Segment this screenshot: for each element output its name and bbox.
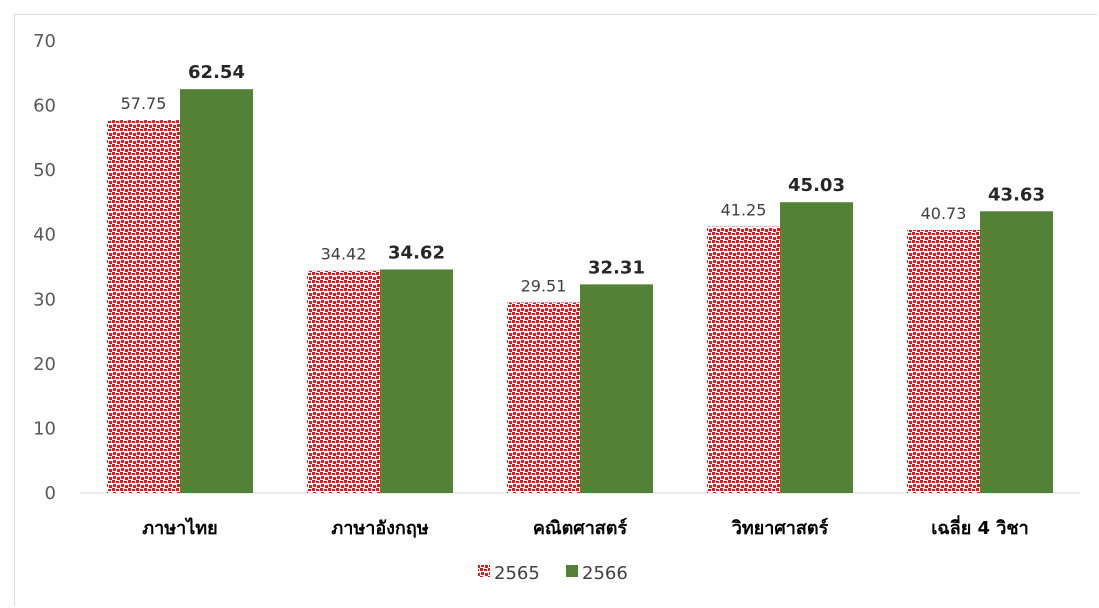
data-label-2565: 34.42 (321, 245, 367, 264)
bar-2565 (707, 226, 780, 493)
data-label-2565: 57.75 (121, 94, 167, 113)
y-tick-label: 30 (33, 289, 56, 310)
data-labels: 57.75 62.54 34.42 34.62 29.51 32.31 41.25 45.03… (121, 62, 1045, 295)
bar-2566 (380, 269, 453, 493)
bars (107, 89, 1053, 494)
data-label-2565: 40.73 (921, 204, 967, 223)
category-label: เฉลี่ย 4 วิชา (931, 515, 1028, 539)
y-tick-label: 10 (33, 418, 56, 439)
bar-2566 (980, 211, 1053, 494)
y-tick-label: 70 (33, 31, 56, 52)
y-tick-label: 40 (33, 225, 56, 246)
data-label-2566: 34.62 (388, 242, 445, 263)
data-label-2566: 62.54 (188, 62, 245, 83)
y-tick-label: 60 (33, 96, 56, 117)
bar-2566 (180, 89, 253, 493)
y-tick-label: 20 (33, 354, 56, 375)
bar-2566 (780, 202, 853, 493)
chart-frame (14, 14, 1097, 606)
y-tick-label: 0 (45, 483, 56, 504)
category-label: ภาษาอังกฤษ (331, 518, 428, 539)
category-label: ภาษาไทย (142, 517, 217, 539)
legend-label-2566: 2566 (582, 563, 628, 584)
legend-label-2565: 2565 (494, 563, 540, 584)
bar-2565 (507, 302, 580, 493)
x-axis: ภาษาไทย ภาษาอังกฤษ คณิตศาสตร์ วิทยาศาสตร์ เฉ… (142, 515, 1028, 539)
bar-2566 (580, 284, 653, 493)
data-label-2566: 45.03 (788, 175, 845, 196)
data-label-2565: 41.25 (721, 201, 767, 220)
legend-swatch-2565 (478, 565, 490, 577)
bar-2565 (307, 270, 380, 493)
y-tick-label: 50 (33, 160, 56, 181)
data-label-2565: 29.51 (521, 276, 567, 295)
category-label: คณิตศาสตร์ (533, 517, 628, 539)
data-label-2566: 43.63 (988, 184, 1045, 205)
bar-2565 (907, 230, 980, 494)
category-label: วิทยาศาสตร์ (731, 517, 829, 539)
bar-2565 (107, 120, 180, 493)
data-label-2566: 32.31 (588, 257, 645, 278)
legend-swatch-2566 (566, 565, 578, 577)
legend: 2565 2566 (478, 563, 628, 584)
